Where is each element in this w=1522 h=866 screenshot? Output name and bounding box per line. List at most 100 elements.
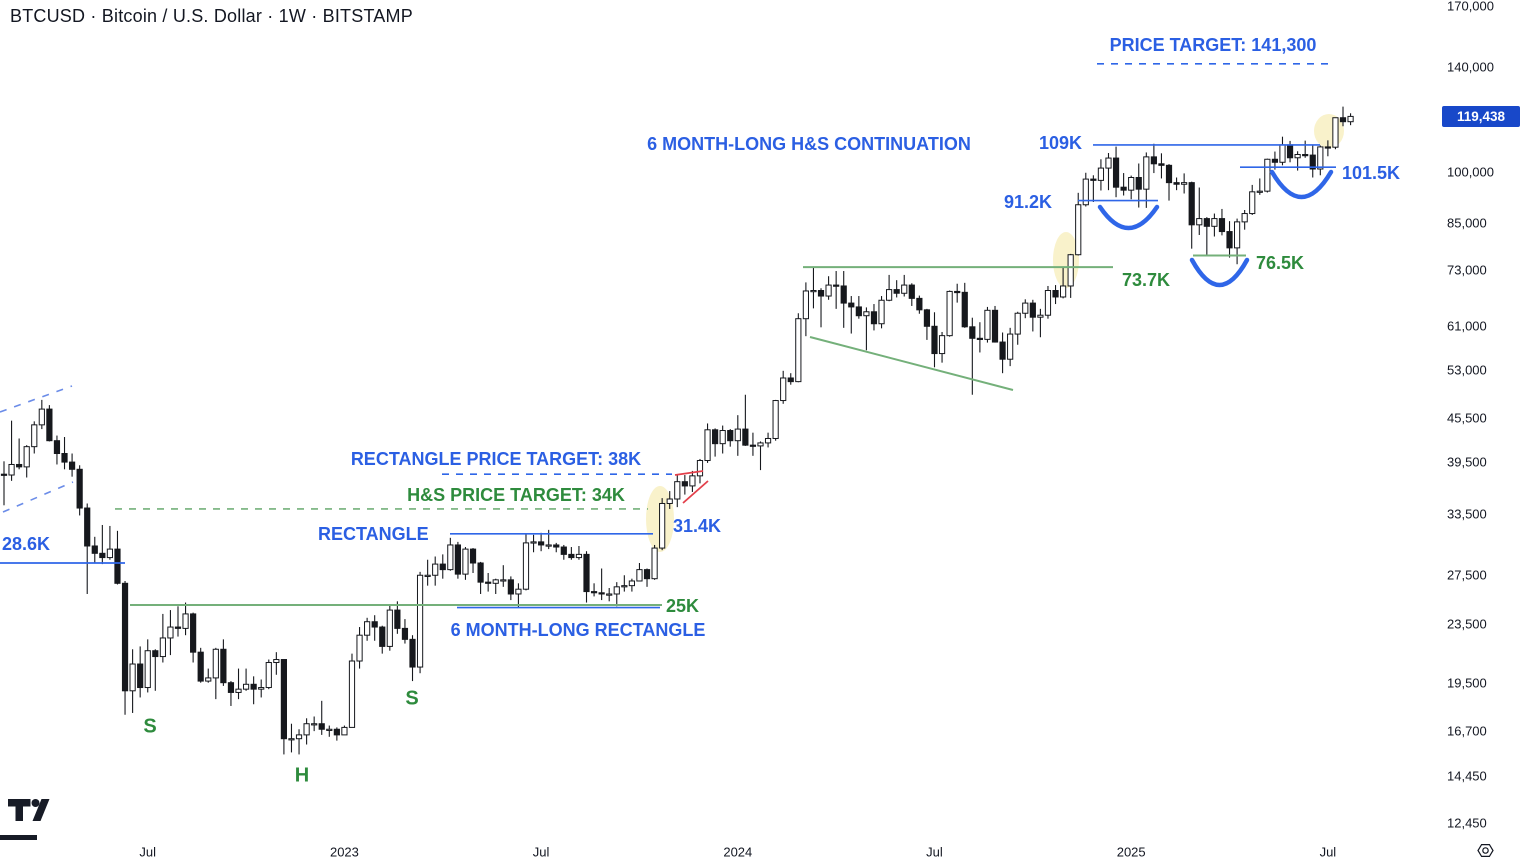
annotation-text-label-91-2k: 91.2K — [1004, 192, 1052, 212]
candle — [878, 296, 885, 329]
candle — [1165, 164, 1173, 201]
candle — [1218, 208, 1226, 236]
candle — [545, 529, 552, 550]
candle — [38, 399, 45, 430]
candle — [923, 308, 931, 340]
candle — [1302, 140, 1309, 158]
chart-canvas[interactable]: PRICE TARGET: 141,300 6 MONTH-LONG H&S CO… — [0, 0, 1440, 838]
price-tick-label: 12,450 — [1447, 815, 1487, 831]
candle — [205, 668, 212, 683]
candle — [227, 681, 235, 706]
candle — [318, 700, 325, 735]
candle — [515, 583, 522, 608]
annotation-right-shoulder-arc[interactable] — [1269, 169, 1334, 200]
price-tick-label: 73,000 — [1447, 262, 1487, 278]
candle — [152, 649, 159, 691]
candle — [265, 659, 272, 690]
time-tick-label: 2023 — [329, 844, 359, 860]
candle — [787, 373, 794, 385]
annotation-pennant-top[interactable] — [674, 470, 704, 476]
candle — [273, 652, 280, 675]
annotation-texts: PRICE TARGET: 141,300 6 MONTH-LONG H&S CO… — [2, 35, 1400, 787]
candle — [712, 428, 719, 457]
annotation-triangle-support[interactable] — [809, 336, 1014, 391]
candle — [1339, 106, 1347, 127]
candle — [1347, 113, 1354, 126]
candle — [1203, 217, 1210, 256]
candle — [1044, 285, 1052, 319]
candle — [901, 274, 908, 297]
candle — [1188, 181, 1195, 249]
candle — [802, 282, 809, 337]
candle — [454, 541, 461, 579]
candle — [1105, 153, 1112, 191]
settings-gear-icon[interactable] — [1477, 843, 1494, 858]
tv-logo-dot — [31, 799, 40, 807]
annotation-text-rect-6mo-label: 6 MONTH-LONG RECTANGLE — [451, 620, 706, 640]
candle — [159, 613, 166, 663]
candle — [870, 304, 878, 331]
candle — [1128, 175, 1135, 200]
annotation-text-label-31-4k: 31.4K — [673, 516, 721, 536]
candle — [893, 280, 900, 298]
tradingview-logo[interactable] — [8, 796, 50, 824]
candle — [840, 271, 847, 328]
candle — [1173, 177, 1180, 191]
annotation-channel-upper[interactable] — [0, 385, 73, 413]
candle — [121, 580, 129, 715]
candle — [220, 639, 227, 686]
candle — [31, 421, 38, 454]
candle — [167, 610, 174, 656]
candle — [469, 548, 477, 573]
candle — [568, 547, 575, 560]
price-axis[interactable]: 170,000 140,000 100,000 85,000 73,000 61,000 5… — [1440, 0, 1522, 838]
candle — [908, 283, 915, 306]
candle — [651, 544, 658, 580]
price-tick-label: 53,000 — [1447, 362, 1487, 378]
candle — [507, 576, 514, 601]
candle — [606, 588, 613, 602]
annotation-head-arc[interactable] — [1189, 257, 1250, 288]
candle — [1211, 213, 1218, 237]
highlight-ellipse-breakout-2024 — [1053, 232, 1079, 288]
annotation-channel-lower[interactable] — [2, 481, 74, 513]
candle — [53, 435, 61, 465]
time-tick-label: Jul — [1319, 844, 1337, 860]
candle — [825, 276, 832, 300]
candle — [810, 266, 817, 309]
candle — [704, 423, 711, 463]
candle — [764, 432, 772, 448]
candle — [674, 474, 681, 508]
candle — [522, 533, 530, 591]
candle — [99, 524, 106, 565]
candle — [886, 274, 893, 302]
candle — [137, 646, 144, 698]
candle — [16, 438, 23, 470]
candle — [91, 536, 98, 563]
candle — [348, 653, 356, 728]
candle — [991, 305, 999, 343]
candle — [174, 606, 182, 637]
candle — [1256, 178, 1263, 195]
candle — [401, 619, 409, 644]
candle — [628, 578, 635, 592]
annotation-pennant-bottom[interactable] — [682, 480, 709, 504]
candle — [364, 617, 371, 641]
candle — [1324, 140, 1331, 157]
time-axis[interactable]: Jul 2023 Jul 2024 Jul 2025 Jul — [0, 838, 1440, 866]
candle — [1226, 221, 1233, 258]
annotation-left-shoulder-arc[interactable] — [1097, 204, 1160, 231]
candle — [76, 465, 83, 516]
candle — [447, 537, 454, 571]
candle — [212, 647, 219, 700]
annotation-text-hs-continuation-label: 6 MONTH-LONG H&S CONTINUATION — [647, 134, 971, 154]
price-tick-label: 45,500 — [1447, 410, 1487, 426]
candle — [197, 647, 204, 683]
candle — [583, 551, 590, 603]
highlight-ellipse-breakout-2025 — [1314, 114, 1344, 148]
candle — [1249, 184, 1256, 215]
candle — [23, 445, 30, 478]
tv-logo-v-mark — [32, 799, 50, 821]
candle — [1007, 327, 1014, 367]
candle — [477, 561, 484, 594]
